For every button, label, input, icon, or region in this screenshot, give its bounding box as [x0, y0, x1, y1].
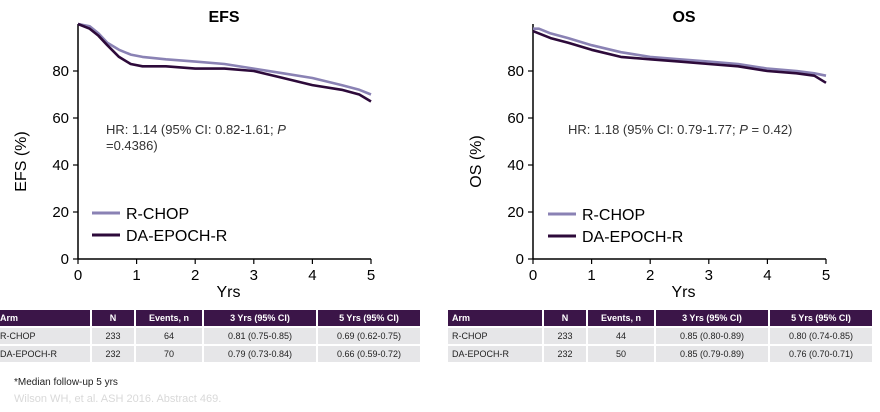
os-panel: OS 0 20 40 60 80 0 1 2 3 4 5 Yrs OS (%) HR: 1.18 (95% …	[440, 0, 880, 412]
efs-chart-title: EFS	[208, 9, 239, 26]
efs-chart: EFS 0 20 40 60 80 0 1 2 3 4 5 Yrs EFS (%) HR: 1.14 (95…	[13, 9, 375, 300]
os-y-tick-label: 40	[507, 157, 524, 174]
efs-series-line-rchop	[77, 22, 372, 96]
cell-events: 70	[136, 346, 202, 362]
efs-x-tick-label: 2	[191, 267, 199, 284]
header-5yrs: 5 Yrs (95% CI)	[770, 310, 872, 326]
cell-events: 50	[588, 346, 654, 362]
efs-y-tick-label: 40	[52, 157, 69, 174]
os-legend-label-daepochr: DA-EPOCH-R	[582, 229, 683, 246]
os-x-tick-label: 1	[587, 267, 595, 284]
cell-arm: R-CHOP	[0, 328, 90, 344]
cell-arm: R-CHOP	[448, 328, 542, 344]
table-row: DA-EPOCH-R 232 70 0.79 (0.73-0.84) 0.66 …	[0, 346, 420, 362]
cell-arm: DA-EPOCH-R	[0, 346, 90, 362]
efs-x-tick-label: 3	[250, 267, 258, 284]
header-events: Events, n	[588, 310, 654, 326]
cell-3yrs: 0.85 (0.80-0.89)	[656, 328, 768, 344]
header-5yrs: 5 Yrs (95% CI)	[318, 310, 420, 326]
table-row: R-CHOP 233 64 0.81 (0.75-0.85) 0.69 (0.6…	[0, 328, 420, 344]
cell-5yrs: 0.66 (0.59-0.72)	[318, 346, 420, 362]
header-n: N	[92, 310, 134, 326]
os-x-tick-label: 0	[529, 267, 537, 284]
efs-hr-annotation: HR: 1.14 (95% CI: 0.82-1.61; P =0.4386)	[106, 122, 286, 153]
os-chart: OS 0 20 40 60 80 0 1 2 3 4 5 Yrs OS (%) HR: 1.18 (95% …	[468, 9, 830, 300]
table-header-row: Arm N Events, n 3 Yrs (95% CI) 5 Yrs (95…	[448, 310, 872, 326]
os-chart-title: OS	[672, 9, 695, 26]
header-arm: Arm	[448, 310, 542, 326]
efs-y-axis-label: EFS (%)	[13, 131, 30, 191]
table-row: R-CHOP 233 44 0.85 (0.80-0.89) 0.80 (0.7…	[448, 328, 872, 344]
os-y-tick-label: 60	[507, 110, 524, 127]
footnote-citation: Wilson WH, et al. ASH 2016. Abstract 469…	[14, 393, 222, 405]
os-series-line-rchop	[533, 27, 827, 77]
os-x-tick-label: 2	[646, 267, 654, 284]
efs-x-tick-label: 5	[367, 267, 375, 284]
os-legend-label-rchop: R-CHOP	[582, 207, 645, 224]
os-y-tick-label: 0	[516, 251, 524, 268]
os-y-tick-label: 80	[507, 63, 524, 80]
os-y-tick-label: 20	[507, 204, 524, 221]
efs-series-line-daepochr	[77, 22, 372, 103]
efs-legend-label-daepochr: DA-EPOCH-R	[126, 228, 227, 245]
efs-legend-label-rchop: R-CHOP	[126, 206, 189, 223]
header-events: Events, n	[136, 310, 202, 326]
efs-table: Arm N Events, n 3 Yrs (95% CI) 5 Yrs (95…	[0, 308, 422, 364]
cell-5yrs: 0.69 (0.62-0.75)	[318, 328, 420, 344]
header-3yrs: 3 Yrs (95% CI)	[204, 310, 316, 326]
header-n: N	[544, 310, 586, 326]
cell-n: 233	[544, 328, 586, 344]
efs-y-tick-label: 0	[61, 251, 69, 268]
os-table: Arm N Events, n 3 Yrs (95% CI) 5 Yrs (95…	[446, 308, 874, 364]
header-arm: Arm	[0, 310, 90, 326]
cell-n: 233	[92, 328, 134, 344]
cell-3yrs: 0.79 (0.73-0.84)	[204, 346, 316, 362]
cell-5yrs: 0.76 (0.70-0.71)	[770, 346, 872, 362]
os-hr-annotation: HR: 1.18 (95% CI: 0.79-1.77; P = 0.42)	[568, 122, 792, 137]
efs-y-tick-label: 80	[52, 63, 69, 80]
efs-x-tick-label: 0	[74, 267, 82, 284]
os-x-tick-label: 4	[763, 267, 771, 284]
cell-5yrs: 0.80 (0.74-0.85)	[770, 328, 872, 344]
efs-x-axis-label: Yrs	[217, 284, 241, 300]
cell-events: 64	[136, 328, 202, 344]
table-header-row: Arm N Events, n 3 Yrs (95% CI) 5 Yrs (95…	[0, 310, 420, 326]
cell-n: 232	[92, 346, 134, 362]
os-x-tick-label: 5	[822, 267, 830, 284]
cell-n: 232	[544, 346, 586, 362]
header-3yrs: 3 Yrs (95% CI)	[656, 310, 768, 326]
efs-x-tick-label: 4	[308, 267, 316, 284]
efs-y-tick-label: 60	[52, 110, 69, 127]
footnote-median-followup: *Median follow-up 5 yrs	[14, 377, 118, 388]
cell-arm: DA-EPOCH-R	[448, 346, 542, 362]
efs-x-tick-label: 1	[132, 267, 140, 284]
os-series-line-daepochr	[532, 29, 827, 84]
efs-y-tick-label: 20	[52, 204, 69, 221]
cell-3yrs: 0.81 (0.75-0.85)	[204, 328, 316, 344]
os-y-axis-label: OS (%)	[468, 135, 485, 187]
os-x-tick-label: 3	[705, 267, 713, 284]
efs-panel: EFS 0 20 40 60 80 0 1 2 3 4 5 Yrs EFS (%) HR: 1.14 (95…	[13, 9, 375, 300]
table-row: DA-EPOCH-R 232 50 0.85 (0.79-0.89) 0.76 …	[448, 346, 872, 362]
cell-3yrs: 0.85 (0.79-0.89)	[656, 346, 768, 362]
cell-events: 44	[588, 328, 654, 344]
os-x-axis-label: Yrs	[672, 284, 696, 300]
